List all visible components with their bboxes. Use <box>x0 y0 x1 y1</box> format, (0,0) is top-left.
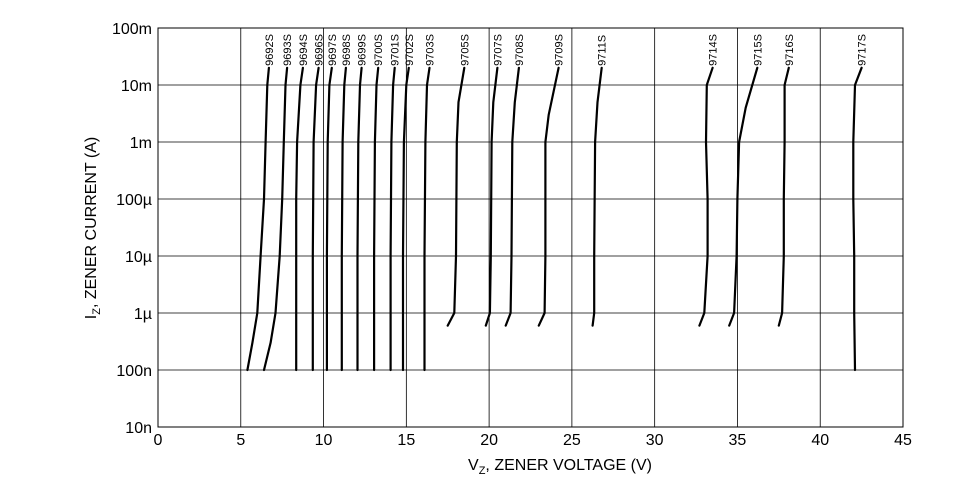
y-tick-labels: 100m 10m 1m 100µ 10µ 1µ 100n 10n <box>112 21 152 437</box>
curve-9692s <box>246 66 270 372</box>
x-tick-label: 5 <box>236 432 245 449</box>
curve-9715s <box>728 66 759 327</box>
curve-9694s <box>295 66 304 372</box>
series-label: 9714S <box>708 34 720 66</box>
series-label: 9700S <box>373 34 385 66</box>
x-tick-labels: 0 5 10 15 20 25 30 35 40 45 <box>154 432 912 449</box>
y-tick-label: 10m <box>121 78 152 95</box>
curve-9703s <box>423 66 431 372</box>
plot-frame <box>157 27 904 428</box>
curve-9716s <box>777 66 790 327</box>
series-label: 9698S <box>341 34 353 66</box>
x-tick-label: 35 <box>729 432 747 449</box>
series-label: 9715S <box>752 34 764 66</box>
curves <box>246 66 863 372</box>
curve-9698s <box>340 66 347 372</box>
y-axis-label: IZ, ZENER CURRENT (A) <box>83 137 103 319</box>
curve-9714s <box>698 66 714 327</box>
x-tick-label: 10 <box>315 432 333 449</box>
series-label: 9694S <box>298 34 310 66</box>
curve-9699s <box>356 66 363 372</box>
curve-9707s <box>484 66 499 327</box>
x-tick-label: 45 <box>894 432 912 449</box>
series-label: 9707S <box>492 34 504 66</box>
curve-labels: 9692S 9693S 9694S 9696S 9697S 9698S 9699S 9700S… <box>264 34 869 66</box>
curve-9709s <box>537 66 560 327</box>
x-tick-label: 40 <box>811 432 829 449</box>
y-tick-label: 100n <box>116 363 152 380</box>
curve-9708s <box>504 66 520 327</box>
x-tick-label: 15 <box>397 432 415 449</box>
curve-9700s <box>373 66 380 372</box>
curve-9705s <box>446 66 466 327</box>
series-label: 9705S <box>459 34 471 66</box>
x-tick-label: 30 <box>646 432 664 449</box>
grid <box>157 27 904 428</box>
series-label: 9709S <box>554 34 566 66</box>
curve-9697s <box>325 66 333 372</box>
curve-9696s <box>311 66 320 372</box>
curve-9702s <box>401 66 410 372</box>
series-label: 9692S <box>264 34 276 66</box>
series-label: 9699S <box>357 34 369 66</box>
series-label: 9696S <box>314 34 326 66</box>
series-label: 9703S <box>425 34 437 66</box>
series-label: 9717S <box>857 34 869 66</box>
series-label: 9701S <box>390 34 402 66</box>
y-tick-label: 1m <box>130 135 152 152</box>
y-tick-label: 1µ <box>134 306 152 323</box>
series-label: 9708S <box>514 34 526 66</box>
y-tick-label: 10n <box>125 420 152 437</box>
series-label: 9711S <box>597 35 609 66</box>
curve-9693s <box>262 66 289 372</box>
curve-9701s <box>389 66 396 372</box>
series-label: 9702S <box>404 34 416 66</box>
curve-9711s <box>591 66 603 327</box>
x-tick-label: 25 <box>563 432 581 449</box>
curve-9717s <box>852 66 863 372</box>
y-tick-label: 100µ <box>116 192 152 209</box>
x-axis-label: VZ, ZENER VOLTAGE (V) <box>468 457 652 477</box>
y-tick-label: 10µ <box>125 249 152 266</box>
x-tick-label: 20 <box>480 432 498 449</box>
series-label: 9697S <box>327 34 339 66</box>
y-tick-label: 100m <box>112 21 152 38</box>
x-tick-label: 0 <box>154 432 163 449</box>
series-label: 9693S <box>282 34 294 66</box>
series-label: 9716S <box>784 34 796 66</box>
